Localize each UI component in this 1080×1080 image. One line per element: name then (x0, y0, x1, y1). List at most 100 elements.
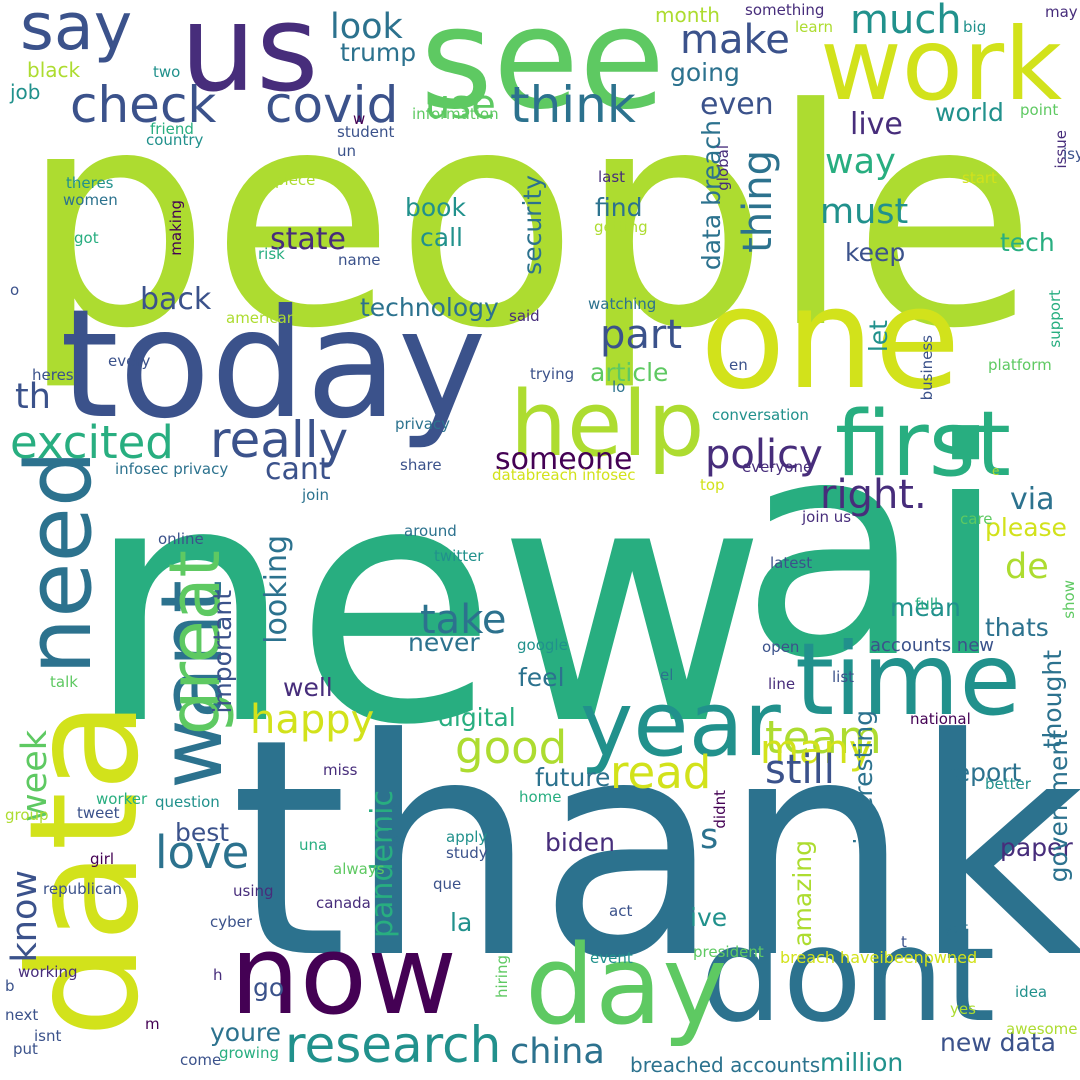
word-join: join (302, 486, 330, 504)
word-really: really (210, 411, 349, 469)
word-e: e (992, 464, 1000, 478)
word-home: home (519, 788, 562, 806)
word-one: one (700, 258, 961, 421)
word-amazing: amazing (788, 840, 817, 947)
word-got: got (74, 229, 99, 247)
word-en: en (729, 356, 748, 374)
word-trump: trump (340, 38, 417, 67)
word-thing: thing (735, 150, 781, 253)
word-line: line (768, 675, 796, 693)
word-thats: thats (985, 613, 1049, 642)
word-study: study (446, 844, 488, 862)
word-call: call (420, 223, 463, 252)
word-come: come (180, 1051, 222, 1069)
word-isy: isy (1063, 145, 1080, 163)
word-ive: ive (690, 903, 728, 932)
word-first: first (835, 392, 1011, 497)
word-report: report (945, 758, 1022, 787)
word-trying: trying (530, 365, 575, 383)
word-love: love (155, 826, 250, 879)
word-even: even (700, 87, 774, 122)
word-breached-accounts: breached accounts (630, 1053, 821, 1077)
word-youre: youre (210, 1018, 282, 1047)
word-making: making (167, 200, 185, 256)
word-women: women (63, 191, 118, 209)
word-un: un (337, 142, 357, 160)
word-breach-haveibeenpwned: breach haveibeenpwned (780, 948, 978, 967)
word-read: read (610, 746, 712, 799)
word-tech: tech (1000, 228, 1055, 257)
word-una: una (299, 836, 328, 854)
word-watching: watching (588, 295, 657, 313)
word-well: well (283, 673, 333, 702)
word-online: online (158, 530, 204, 548)
word-biden: biden (545, 828, 615, 857)
word-best: best (175, 818, 230, 847)
word-learn: learn (795, 18, 833, 36)
word-data-breach: data breach (697, 120, 726, 271)
word-something: something (745, 1, 825, 19)
word-never: never (408, 628, 480, 657)
word-risk: risk (258, 245, 285, 263)
word-digital: digital (438, 703, 516, 732)
word-many: many (760, 727, 873, 773)
word-el: el (660, 666, 674, 684)
word-year: year (580, 672, 781, 777)
word-friend: friend (150, 120, 194, 138)
word-start: start (962, 169, 997, 187)
word-think: think (510, 76, 636, 134)
word-question: question (155, 793, 220, 811)
word-use: use (425, 82, 496, 128)
word-us: us (180, 0, 319, 119)
word-know: know (5, 870, 45, 963)
word-looking: looking (259, 535, 294, 644)
word-now: now (230, 911, 457, 1039)
word-care: care (960, 510, 993, 528)
word-show: show (1060, 580, 1078, 619)
word-covid: covid (265, 76, 399, 134)
word-need: need (7, 450, 112, 675)
word-two: two (153, 63, 181, 81)
word-cant: cant (265, 452, 331, 487)
word-must: must (820, 192, 909, 232)
word-look: look (330, 7, 403, 47)
word-isnt: isnt (34, 1027, 62, 1045)
word-accounts-new: accounts new (870, 635, 995, 656)
word-google: google (517, 636, 568, 654)
word-part: part (600, 312, 683, 358)
word-w: w (353, 110, 366, 128)
word-please: please (985, 513, 1067, 542)
word-everyone: everyone (742, 458, 813, 476)
word-name: name (338, 251, 381, 269)
word-going: going (670, 58, 740, 87)
word-didnt: didnt (711, 790, 729, 829)
word-keep: keep (845, 238, 906, 267)
word-list: list (832, 668, 855, 686)
word-every: every (108, 352, 151, 370)
word-month: month (655, 3, 720, 27)
word-put: put (13, 1040, 38, 1058)
word-still: still (765, 747, 835, 793)
word-canada: canada (316, 894, 371, 912)
word-ai: ai (740, 375, 1008, 724)
word-say: say (20, 0, 133, 65)
word-new: new (85, 413, 768, 797)
word-via: via (1010, 482, 1055, 517)
word-go: go (253, 973, 285, 1002)
word-national: national (910, 710, 971, 728)
word-group: group (5, 806, 49, 824)
word-yes: yes (950, 1000, 976, 1018)
word-security: security (518, 175, 547, 275)
word-someone: someone (495, 442, 633, 477)
word-article: article (590, 358, 669, 387)
word-th: th (15, 377, 51, 417)
word-hiring: hiring (493, 955, 511, 999)
word-last: last (598, 168, 626, 186)
word-republican: republican (43, 880, 122, 898)
word-mean: mean (890, 593, 961, 622)
word-talk: talk (50, 673, 78, 691)
word-make: make (680, 17, 790, 63)
word-find: find (595, 193, 643, 222)
word-h: h (213, 966, 223, 984)
word-paper: paper (1000, 833, 1073, 862)
